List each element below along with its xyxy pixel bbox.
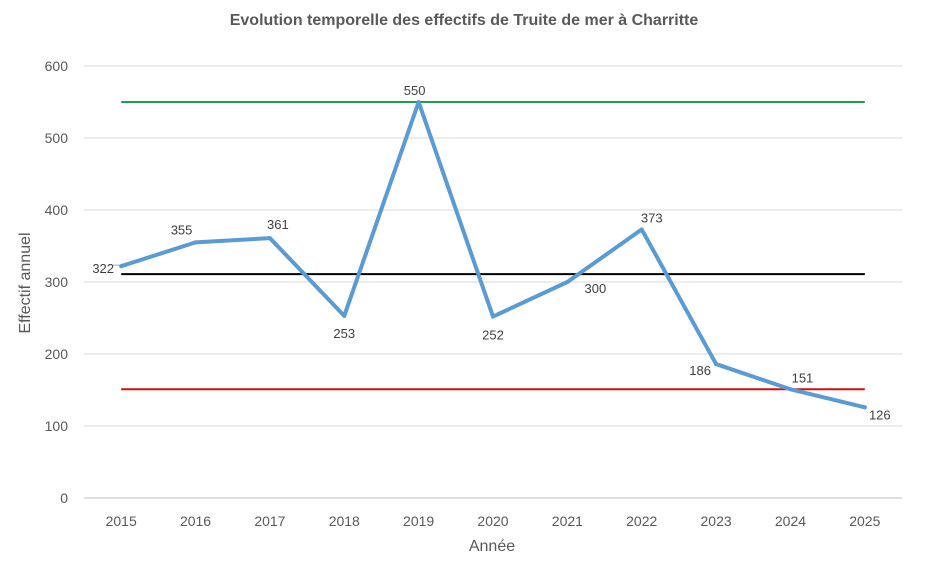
data-point [416, 100, 421, 104]
data-label: 361 [267, 217, 289, 232]
data-label: 151 [792, 370, 814, 385]
y-tick-label: 300 [45, 274, 69, 290]
data-point [862, 405, 867, 410]
y-tick-label: 600 [45, 58, 69, 74]
data-label: 373 [641, 210, 663, 225]
y-tick-label: 0 [60, 490, 68, 506]
y-tick-label: 500 [45, 130, 69, 146]
data-point [267, 236, 272, 241]
data-label: 550 [404, 83, 426, 98]
x-tick-label: 2024 [775, 513, 806, 529]
x-axis-title: Année [468, 538, 516, 555]
x-tick-label: 2015 [106, 513, 137, 529]
x-tick-label: 2023 [701, 513, 732, 529]
y-tick-label: 400 [45, 202, 69, 218]
x-tick-label: 2018 [329, 513, 360, 529]
data-point [788, 387, 793, 392]
data-point [491, 314, 495, 319]
x-tick-label: 2016 [180, 513, 211, 529]
data-label: 322 [92, 261, 114, 276]
x-tick-label: 2019 [403, 513, 434, 529]
x-tick-label: 2017 [254, 513, 285, 529]
data-label: 186 [689, 363, 711, 378]
data-point [342, 313, 347, 318]
data-label: 253 [333, 326, 355, 341]
x-tick-label: 2021 [552, 513, 583, 529]
data-point [565, 280, 570, 284]
data-label: 355 [171, 222, 193, 237]
data-label: 126 [869, 407, 891, 422]
data-label: 300 [585, 281, 607, 296]
series-line [119, 100, 867, 410]
data-point [639, 227, 644, 232]
x-tick-label: 2025 [849, 513, 880, 529]
data-point [714, 362, 719, 367]
data-point [193, 240, 198, 245]
chart-title: Evolution temporelle des effectifs de Tr… [229, 12, 699, 29]
x-tick-label: 2022 [626, 513, 657, 529]
y-tick-label: 200 [45, 346, 69, 362]
x-tick-label: 2020 [477, 513, 508, 529]
data-label: 252 [482, 328, 504, 343]
y-tick-label: 100 [45, 418, 69, 434]
